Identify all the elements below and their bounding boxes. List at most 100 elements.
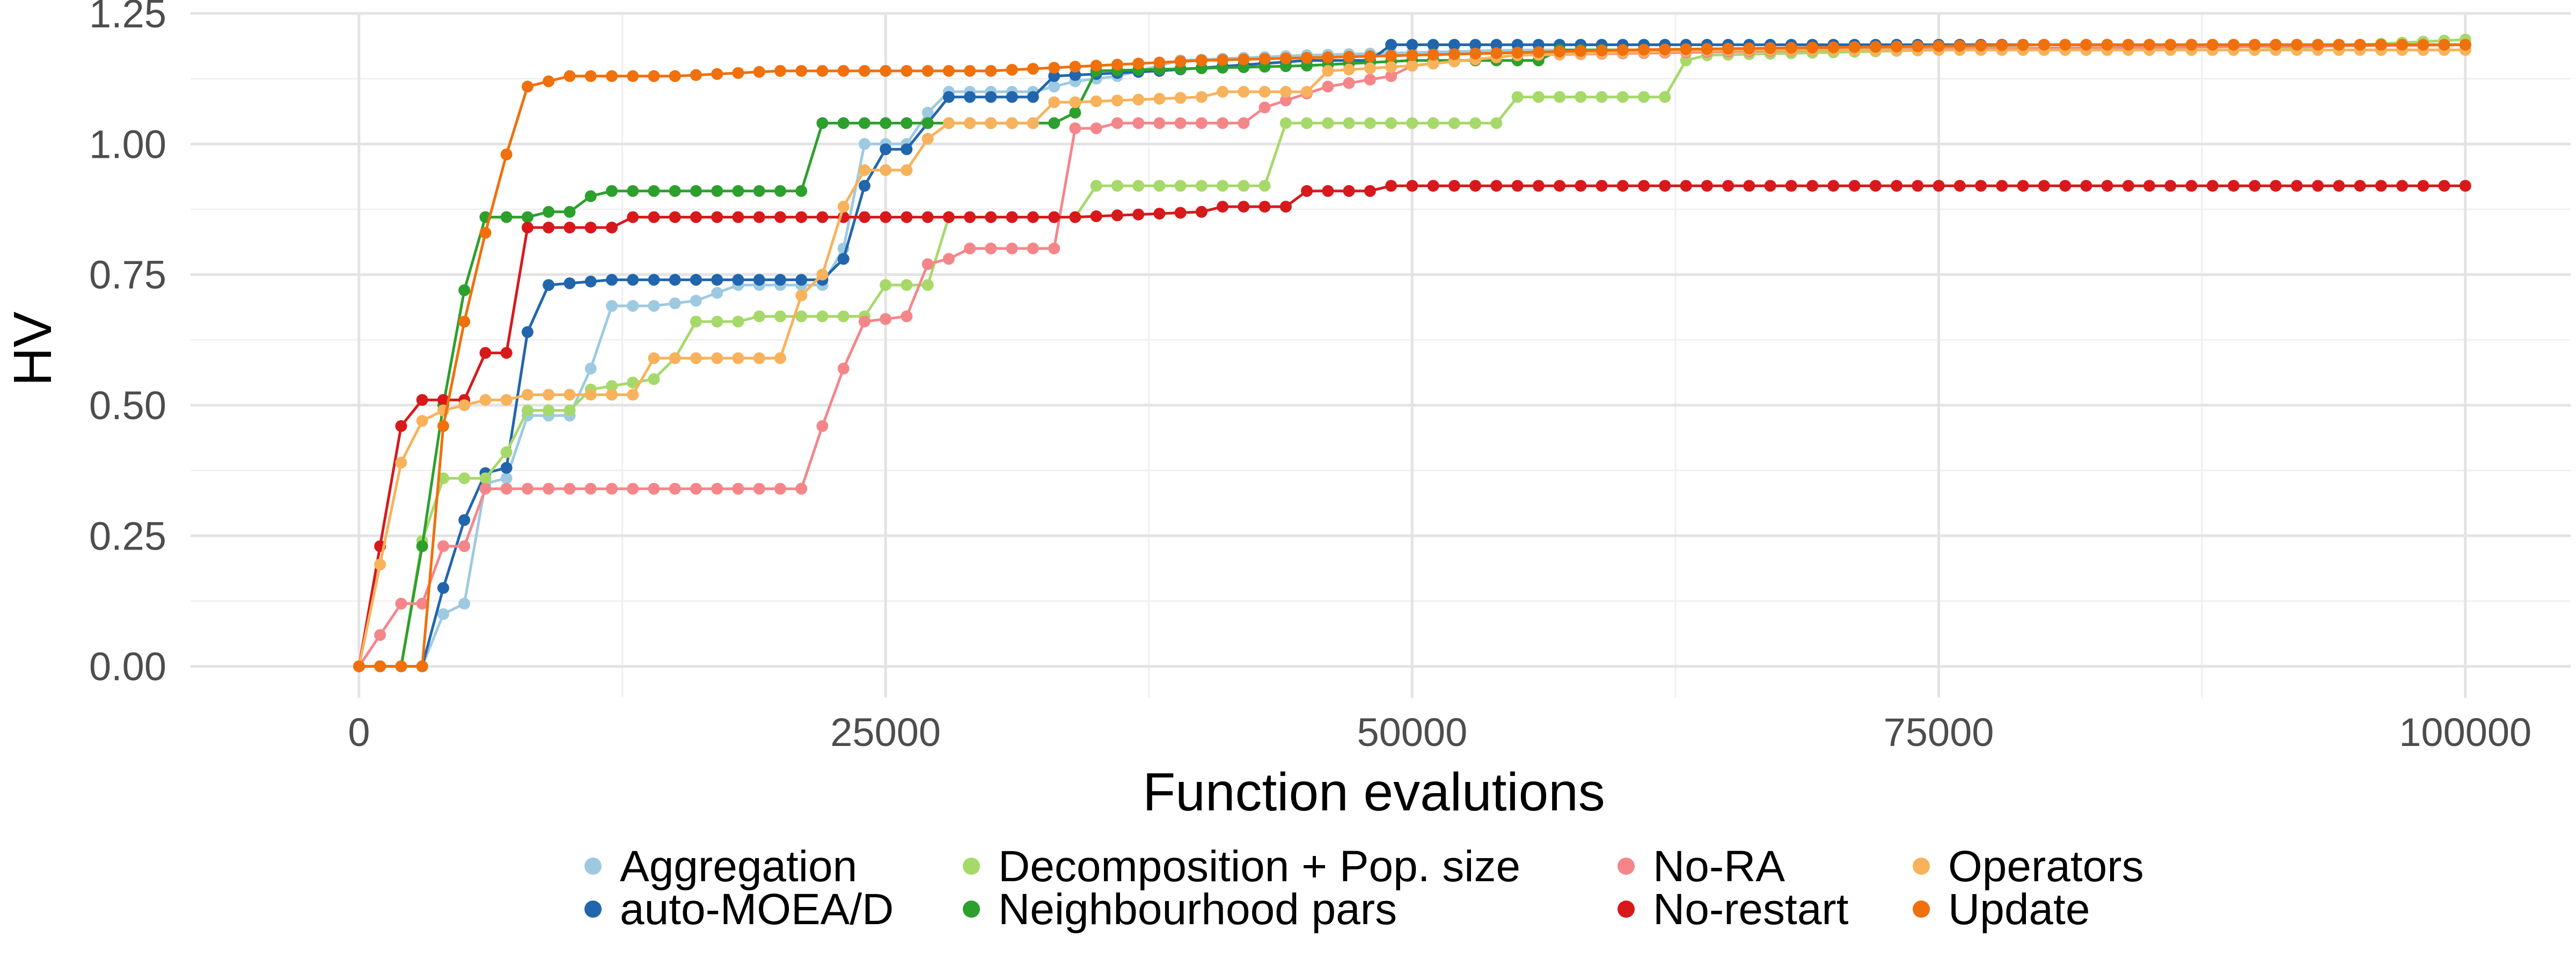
data-point	[1238, 180, 1250, 192]
data-point	[1343, 50, 1355, 63]
data-point	[437, 582, 449, 594]
data-point	[522, 211, 533, 223]
data-point	[1279, 94, 1292, 107]
data-point	[1006, 117, 1018, 129]
data-point	[2375, 180, 2387, 192]
legend-item-update: Update	[1913, 885, 2090, 934]
data-point	[1069, 211, 1081, 223]
data-point	[942, 253, 955, 265]
data-point	[1048, 243, 1060, 254]
data-point	[1933, 40, 1945, 52]
data-point	[1069, 61, 1081, 73]
data-point	[1301, 185, 1313, 197]
data-point	[1596, 180, 1608, 192]
legend-label: auto-MOEA/D	[620, 885, 894, 934]
data-point	[753, 310, 765, 323]
data-point	[1575, 91, 1587, 103]
data-point	[500, 462, 513, 474]
data-point	[795, 185, 808, 197]
data-point	[395, 457, 407, 469]
data-point	[627, 185, 639, 197]
x-tick-label: 50000	[1357, 710, 1467, 755]
data-point	[648, 70, 660, 82]
legend-swatch	[1618, 901, 1635, 918]
data-point	[2143, 39, 2155, 51]
data-point	[1996, 180, 2008, 192]
data-point	[921, 258, 934, 270]
data-point	[584, 389, 597, 401]
data-point	[522, 482, 533, 495]
data-point	[1027, 211, 1039, 223]
data-point	[479, 226, 492, 239]
data-point	[2438, 180, 2450, 192]
data-point	[627, 376, 639, 389]
data-point	[1996, 39, 2008, 52]
data-point	[1953, 40, 1966, 52]
data-point	[564, 482, 576, 495]
data-point	[985, 211, 997, 223]
data-point	[1406, 60, 1418, 72]
data-point	[1111, 180, 1123, 192]
data-point	[1258, 101, 1271, 114]
data-point	[880, 279, 892, 291]
data-point	[669, 352, 681, 364]
data-point	[648, 373, 660, 385]
data-point	[627, 482, 639, 495]
data-point	[1027, 63, 1039, 75]
data-point	[1638, 43, 1650, 56]
data-point	[1217, 201, 1229, 213]
data-point	[1764, 42, 1776, 54]
data-point	[1406, 39, 1418, 51]
data-point	[711, 482, 723, 495]
data-point	[837, 253, 850, 265]
data-point	[458, 316, 471, 328]
data-point	[690, 352, 702, 364]
data-point	[2396, 180, 2408, 192]
data-point	[1132, 208, 1145, 221]
data-point	[1680, 180, 1692, 192]
data-point	[774, 65, 786, 77]
data-point	[690, 211, 702, 223]
data-point	[1511, 180, 1524, 192]
data-point	[1554, 46, 1566, 57]
data-point	[1406, 180, 1418, 192]
data-point	[458, 284, 471, 296]
data-point	[942, 211, 955, 223]
data-point	[1258, 180, 1271, 192]
data-point	[1912, 40, 1924, 53]
data-point	[522, 389, 533, 401]
data-point	[1448, 48, 1460, 60]
data-point	[753, 482, 765, 495]
data-point	[1174, 55, 1187, 68]
data-point	[858, 164, 870, 176]
legend-label: Operators	[1948, 842, 2144, 891]
data-point	[1343, 117, 1355, 129]
data-point	[1385, 49, 1397, 62]
data-point	[543, 482, 555, 495]
data-point	[543, 404, 555, 416]
data-point	[1827, 41, 1840, 54]
data-point	[1111, 58, 1123, 71]
data-point	[711, 185, 723, 197]
data-point	[1111, 209, 1123, 222]
data-point	[416, 597, 428, 610]
data-point	[1301, 117, 1313, 129]
major-gridlines	[191, 12, 2571, 698]
data-point	[774, 274, 786, 286]
x-tick-label: 0	[348, 710, 370, 755]
legend-swatch	[963, 901, 980, 918]
data-point	[985, 243, 997, 254]
data-point	[711, 68, 723, 80]
data-point	[795, 274, 808, 286]
data-point	[1132, 180, 1145, 192]
data-point	[627, 389, 639, 401]
data-point	[1027, 91, 1039, 103]
data-point	[627, 274, 639, 286]
data-point	[2375, 39, 2387, 51]
data-point	[1258, 86, 1271, 98]
data-point	[2459, 39, 2471, 51]
data-point	[1575, 45, 1587, 57]
data-point	[584, 70, 597, 82]
data-point	[1511, 47, 1524, 58]
